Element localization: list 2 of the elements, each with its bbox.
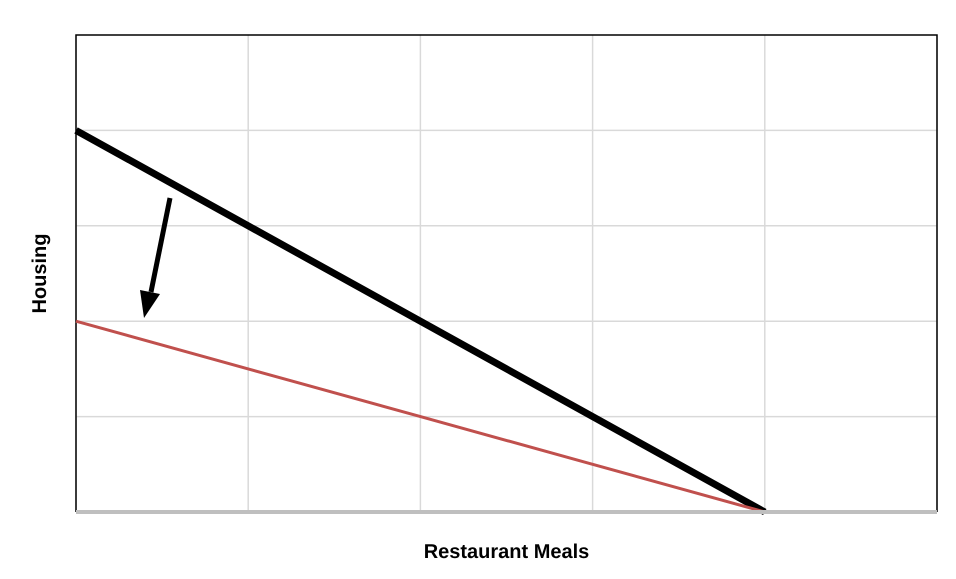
- x-axis-title: Restaurant Meals: [424, 541, 590, 563]
- y-axis-title: Housing: [29, 234, 51, 314]
